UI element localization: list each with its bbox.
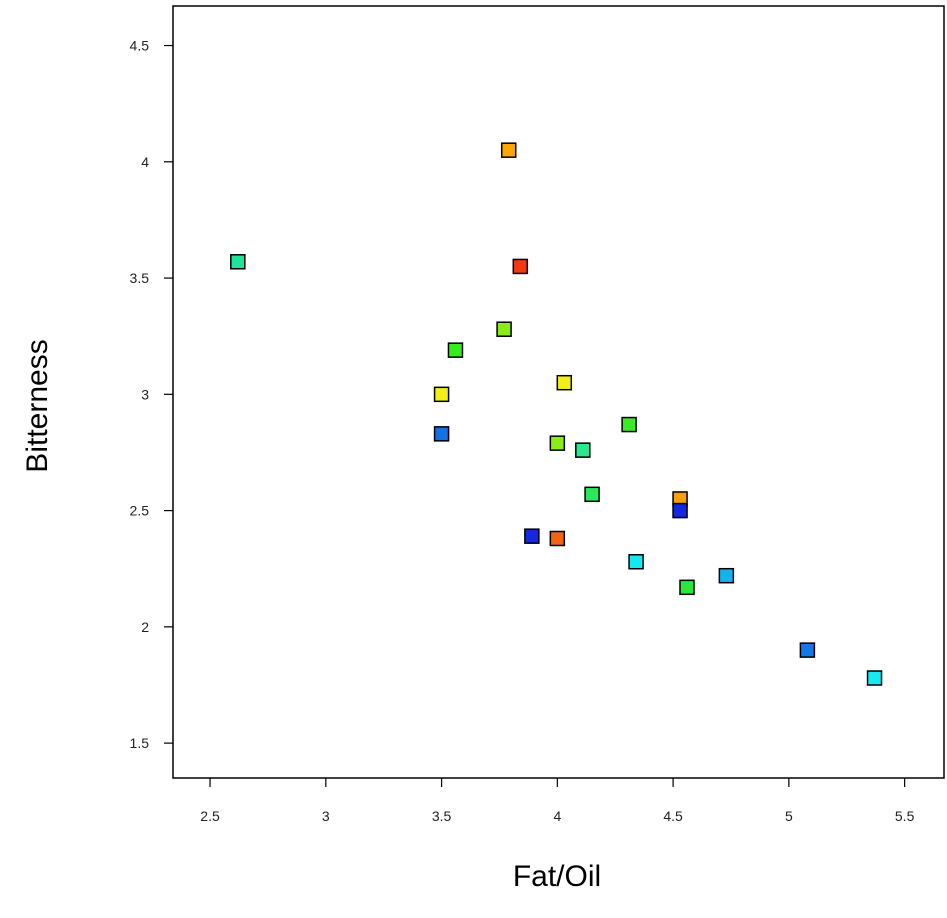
y-axis-title: Bitterness: [21, 339, 54, 472]
x-tick-label: 2.5: [200, 808, 220, 824]
x-tick-label: 4.5: [663, 808, 683, 824]
x-tick-label: 3.5: [432, 808, 452, 824]
data-point: [496, 321, 512, 337]
y-tick-label: 4: [141, 154, 149, 170]
data-point: [621, 416, 637, 433]
y-tick-label: 1.5: [130, 735, 150, 751]
x-tick-label: 5.5: [895, 808, 915, 824]
x-tick-label: 3: [322, 808, 330, 824]
x-axis-title: Fat/Oil: [513, 860, 601, 893]
data-point: [672, 502, 688, 519]
data-point: [512, 258, 529, 275]
data-point: [549, 530, 566, 547]
data-point: [524, 528, 540, 544]
x-axis-ticks: 2.5 3 3.5 4 4.5 5 5.5: [200, 778, 915, 824]
data-point: [500, 142, 517, 158]
x-tick-label: 4: [553, 808, 561, 824]
data-point: [556, 374, 573, 391]
y-tick-label: 2: [141, 619, 149, 635]
y-tick-label: 4.5: [130, 38, 150, 54]
data-points: [230, 142, 883, 686]
plot-frame: [172, 5, 945, 779]
y-tick-label: 2.5: [130, 503, 150, 519]
y-axis-ticks: 1.5 2 2.5 3 3.5 4 4.5: [130, 38, 173, 751]
data-point: [575, 442, 591, 458]
data-point: [549, 435, 566, 451]
x-tick-label: 5: [785, 808, 793, 824]
data-point: [866, 670, 883, 686]
data-point: [433, 426, 450, 442]
y-tick-label: 3: [141, 386, 149, 402]
data-point: [230, 254, 246, 270]
data-point: [628, 553, 644, 570]
data-point: [799, 642, 816, 658]
data-point: [679, 579, 695, 596]
data-point: [433, 386, 450, 403]
data-point: [447, 342, 464, 358]
data-point: [584, 486, 600, 503]
data-point: [718, 567, 735, 584]
y-tick-label: 3.5: [130, 270, 150, 286]
